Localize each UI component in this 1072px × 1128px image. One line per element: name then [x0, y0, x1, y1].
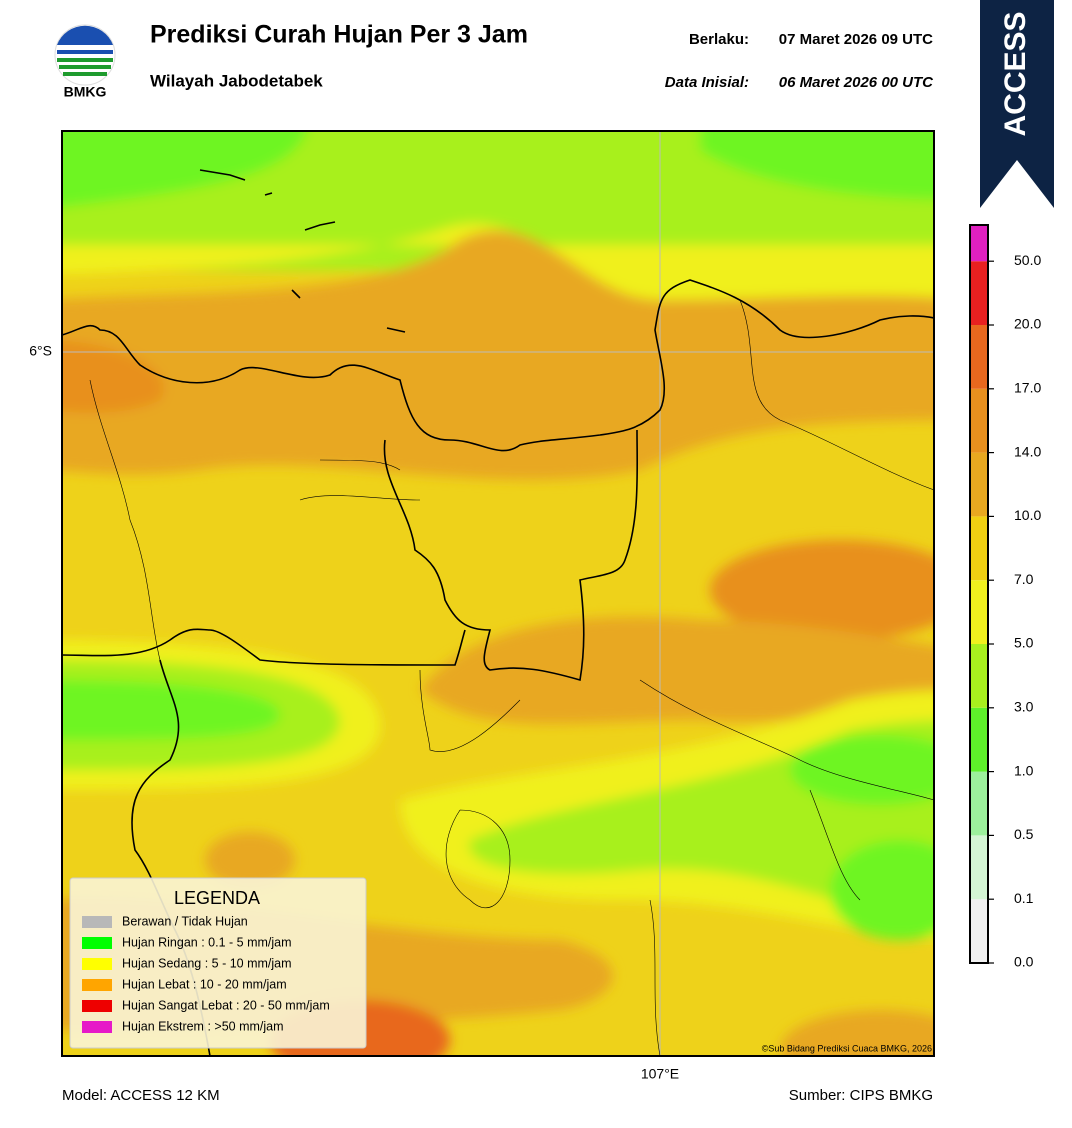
- legend-box: [69, 877, 367, 1049]
- logo-stripe: [63, 72, 107, 76]
- colorbar-tick-label: 0.1: [1014, 890, 1034, 906]
- colorbar-segment: [970, 452, 988, 517]
- colorbar-tick-label: 50.0: [1014, 252, 1041, 268]
- colorbar: 0.0 0.1 0.5 1.0 3.0 5.0 7.0 10.0 14.0 17.0 20.0 50.…: [969, 224, 1041, 970]
- province-border: [62, 628, 466, 666]
- source-note: Sumber: CIPS BMKG: [789, 1087, 933, 1104]
- colorbar-segment: [970, 771, 988, 836]
- province-border: [383, 429, 639, 682]
- colorbar-segment: [970, 388, 988, 453]
- rain-field: [62, 131, 934, 1056]
- colorbar-segment: [970, 580, 988, 644]
- zone: [62, 680, 280, 740]
- model-banner: [980, 0, 1054, 208]
- legend-swatch: [82, 916, 112, 928]
- zone: [830, 840, 934, 940]
- zone: [62, 131, 307, 208]
- logo-text: BMKG: [64, 84, 107, 100]
- colorbar-segment: [970, 835, 988, 900]
- init-label: Data Inisial:: [665, 74, 749, 91]
- zone: [790, 735, 934, 805]
- legend-label: Hujan Ekstrem : >50 mm/jam: [122, 1019, 284, 1033]
- colorbar-tick-label: 0.0: [1014, 954, 1034, 970]
- colorbar-tick-label: 7.0: [1014, 571, 1034, 587]
- logo-sky: [57, 25, 113, 45]
- islands: [199, 169, 406, 333]
- zone: [420, 616, 934, 724]
- colorbar-tick-label: 5.0: [1014, 635, 1034, 651]
- legend: LEGENDA Berawan / Tidak Hujan Hujan Ringa…: [69, 877, 367, 1049]
- valid-time: 07 Maret 2026 09 UTC: [779, 31, 933, 48]
- colorbar-tick-label: 10.0: [1014, 507, 1041, 523]
- colorbar-tick-label: 3.0: [1014, 699, 1034, 715]
- colorbar-segment: [970, 325, 988, 389]
- model-note: Model: ACCESS 12 KM: [62, 1087, 220, 1104]
- zone: [62, 230, 934, 480]
- zone: [710, 540, 934, 640]
- district-border: [639, 299, 934, 801]
- zone: [205, 832, 295, 888]
- credit: ©Sub Bidang Prediksi Cuaca BMKG, 2026: [762, 1043, 932, 1053]
- zone: [780, 1010, 934, 1056]
- legend-label: Hujan Sangat Lebat : 20 - 50 mm/jam: [122, 998, 330, 1012]
- map-frame: [61, 130, 935, 1057]
- logo-stripe: [57, 50, 113, 54]
- colorbar-tick-label: 17.0: [1014, 380, 1041, 396]
- legend-swatch: [82, 1000, 112, 1012]
- colorbar-tick-label: 0.5: [1014, 826, 1034, 842]
- legend-swatch: [82, 1021, 112, 1033]
- colorbar-tick-label: 1.0: [1014, 762, 1034, 778]
- colorbar-tick-label: 14.0: [1014, 443, 1041, 459]
- colorbar-segment: [970, 707, 988, 772]
- zone: [62, 340, 164, 413]
- logo-stripe: [59, 65, 111, 69]
- district-border: [299, 459, 521, 752]
- lat-label: 6°S: [29, 343, 52, 359]
- legend-label: Berawan / Tidak Hujan: [122, 914, 248, 928]
- lon-label: 107°E: [641, 1066, 679, 1082]
- banner-text: ACCESS: [999, 11, 1032, 136]
- colorbar-segment: [970, 644, 988, 708]
- district-border: [445, 789, 861, 1056]
- legend-label: Hujan Ringan : 0.1 - 5 mm/jam: [122, 935, 292, 949]
- valid-label: Berlaku:: [689, 31, 749, 48]
- zone: [700, 131, 934, 200]
- zone: [62, 131, 934, 270]
- colorbar-segment: [970, 899, 988, 963]
- init-time: 06 Maret 2026 00 UTC: [779, 74, 934, 91]
- legend-label: Hujan Sedang : 5 - 10 mm/jam: [122, 956, 292, 970]
- colorbar-segment: [970, 261, 988, 325]
- bmkg-logo: BMKG: [54, 24, 116, 100]
- legend-swatch: [82, 958, 112, 970]
- logo-stripe: [57, 58, 113, 62]
- colorbar-segment: [970, 516, 988, 581]
- legend-label: Hujan Lebat : 10 - 20 mm/jam: [122, 977, 287, 991]
- legend-title: LEGENDA: [174, 888, 260, 908]
- legend-swatch: [82, 979, 112, 991]
- district-border: [89, 379, 161, 661]
- legend-swatch: [82, 937, 112, 949]
- coastline: [62, 279, 934, 452]
- colorbar-frame: [969, 224, 989, 964]
- subtitle: Wilayah Jabodetabek: [150, 71, 323, 90]
- zone: [62, 223, 934, 309]
- colorbar-tick-label: 20.0: [1014, 316, 1041, 332]
- colorbar-segment: [970, 225, 988, 262]
- title: Prediksi Curah Hujan Per 3 Jam: [150, 21, 528, 49]
